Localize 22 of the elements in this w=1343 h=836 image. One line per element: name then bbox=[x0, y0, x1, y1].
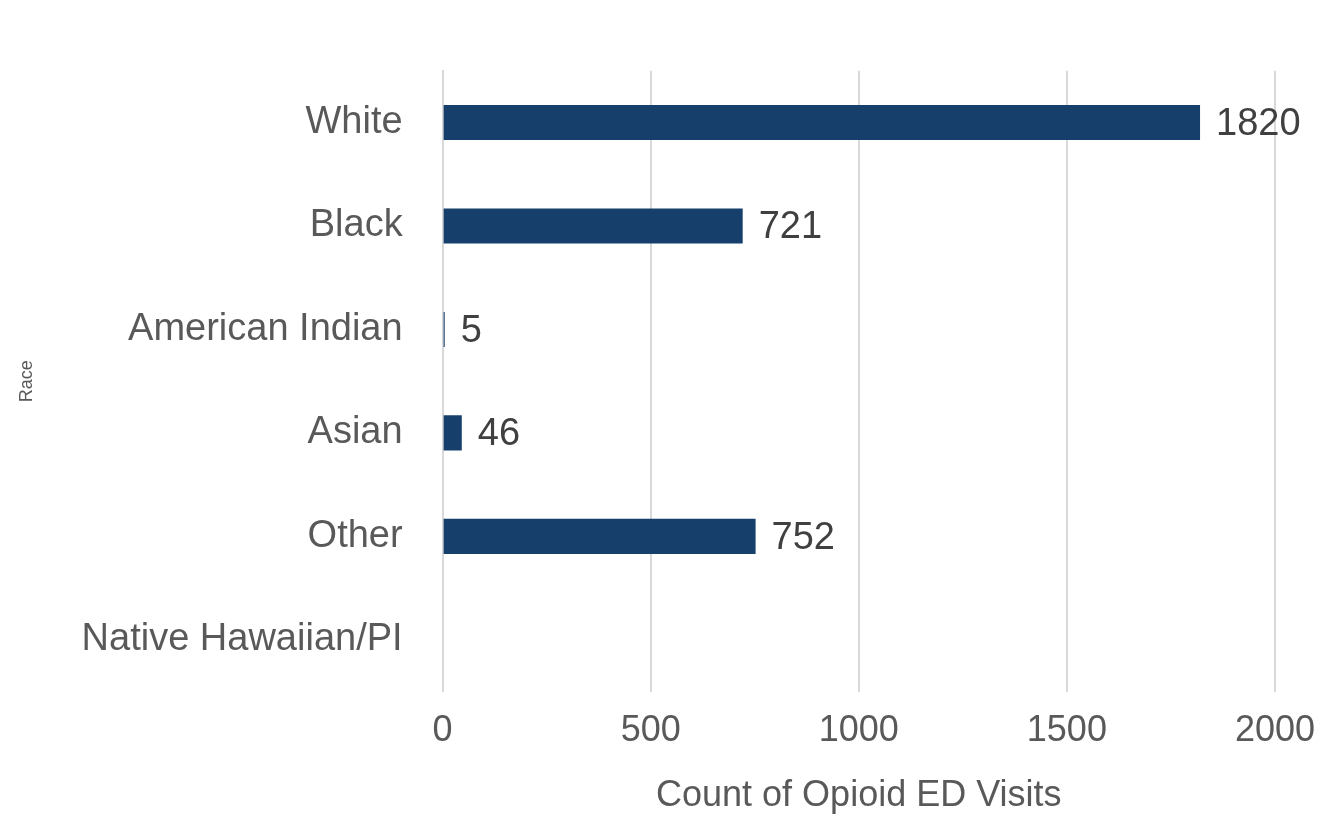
x-tick-label: 1500 bbox=[1026, 708, 1107, 750]
bar bbox=[443, 518, 756, 554]
bar bbox=[443, 208, 743, 244]
y-tick-label: Native Hawaiian/PI bbox=[81, 616, 403, 659]
x-tick-label: 1000 bbox=[818, 708, 899, 750]
y-axis-title: Race bbox=[15, 360, 36, 403]
y-tick-label: American Indian bbox=[128, 305, 403, 348]
x-tick-label: 500 bbox=[620, 708, 681, 750]
x-axis-title: Count of Opioid ED Visits bbox=[656, 773, 1062, 815]
x-tick-label: 0 bbox=[432, 708, 453, 750]
y-tick-label: Other bbox=[307, 512, 403, 555]
bar bbox=[443, 415, 462, 451]
data-label: 721 bbox=[758, 204, 823, 247]
data-label: 5 bbox=[460, 307, 482, 350]
data-label: 1820 bbox=[1216, 101, 1301, 144]
y-tick-label: Black bbox=[309, 202, 404, 245]
data-label: 752 bbox=[771, 514, 835, 557]
bar bbox=[443, 104, 1201, 141]
x-tick-label: 2000 bbox=[1234, 708, 1315, 750]
data-label: 46 bbox=[477, 411, 521, 454]
y-tick-label: White bbox=[305, 99, 403, 142]
y-tick-label: Asian bbox=[307, 409, 403, 452]
